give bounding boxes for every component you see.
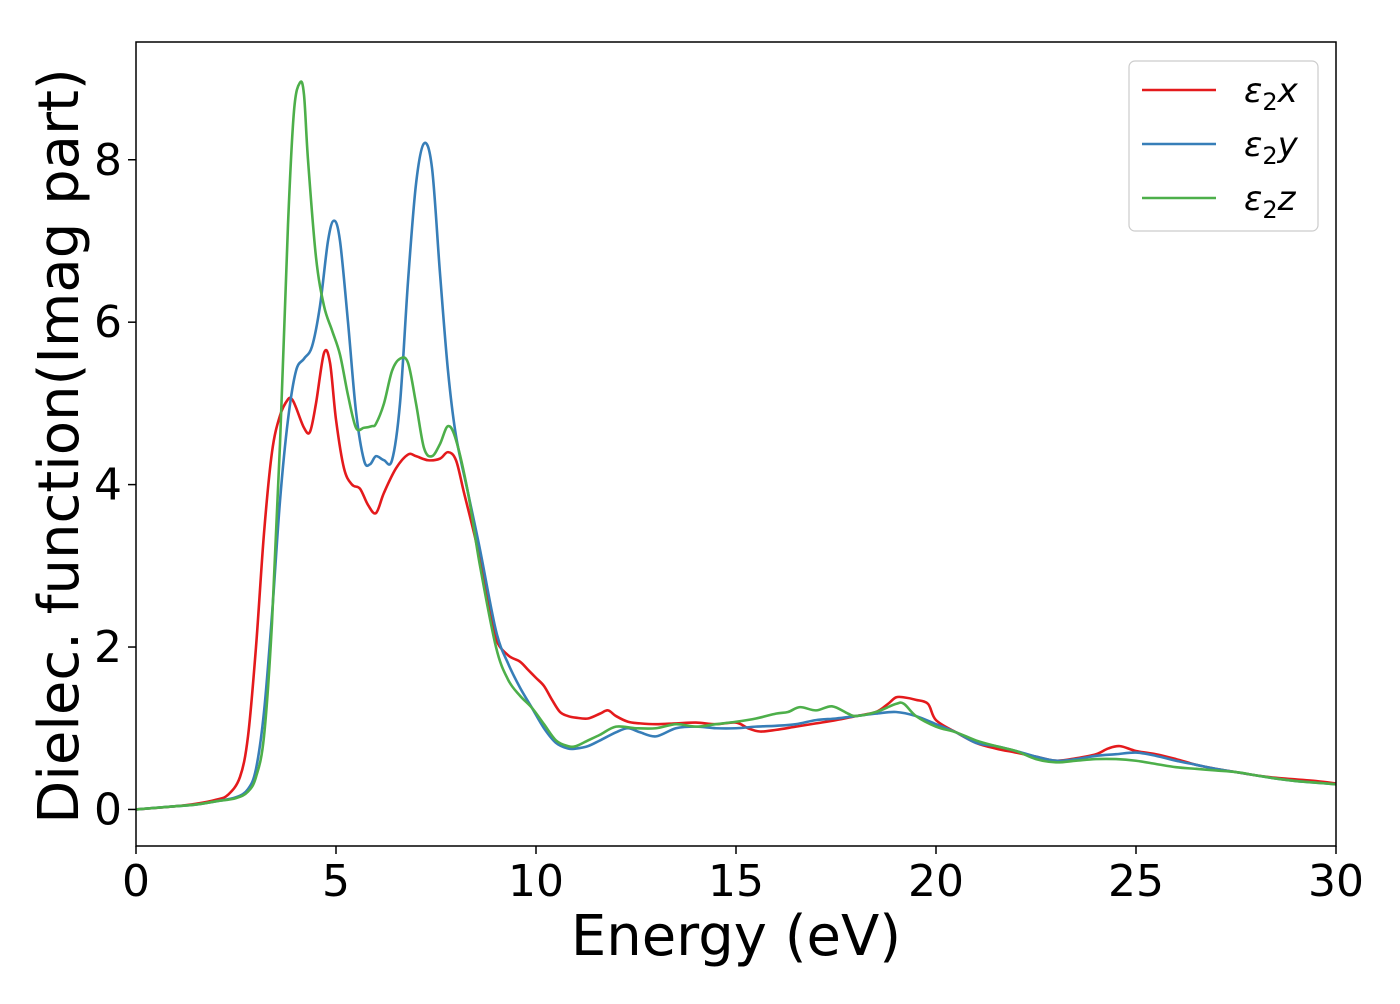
series-line-z	[136, 80, 1336, 811]
x-tick-label: 30	[1308, 856, 1364, 907]
x-tick-label: 20	[908, 856, 964, 907]
y-axis-label: Dielec. function(Imag part)	[27, 68, 92, 824]
x-tick-label: 10	[508, 856, 564, 907]
y-tick-label: 2	[94, 622, 122, 673]
series-layer	[136, 80, 1336, 811]
y-tick-label: 4	[94, 460, 122, 511]
legend-label: ε2z	[1244, 179, 1297, 224]
legend-box	[1128, 60, 1319, 232]
legend-label: ε2x	[1244, 71, 1299, 116]
y-tick-label: 0	[94, 784, 122, 835]
legend: ε2x ε2y ε2z	[1128, 60, 1319, 232]
x-tick-label: 25	[1108, 856, 1164, 907]
y-tick-label: 6	[94, 297, 122, 348]
legend-label: ε2y	[1244, 125, 1299, 170]
series-line-x	[136, 348, 1336, 811]
x-tick-label: 0	[122, 856, 150, 907]
series-line-y	[136, 141, 1336, 811]
x-tick-label: 5	[322, 856, 350, 907]
y-tick-label: 8	[94, 135, 122, 186]
ticks-layer: 0 5 10 15 20 25 30 0 2 4 6 8	[94, 135, 1364, 907]
x-tick-label: 15	[708, 856, 764, 907]
x-axis-label: Energy (eV)	[571, 904, 901, 969]
